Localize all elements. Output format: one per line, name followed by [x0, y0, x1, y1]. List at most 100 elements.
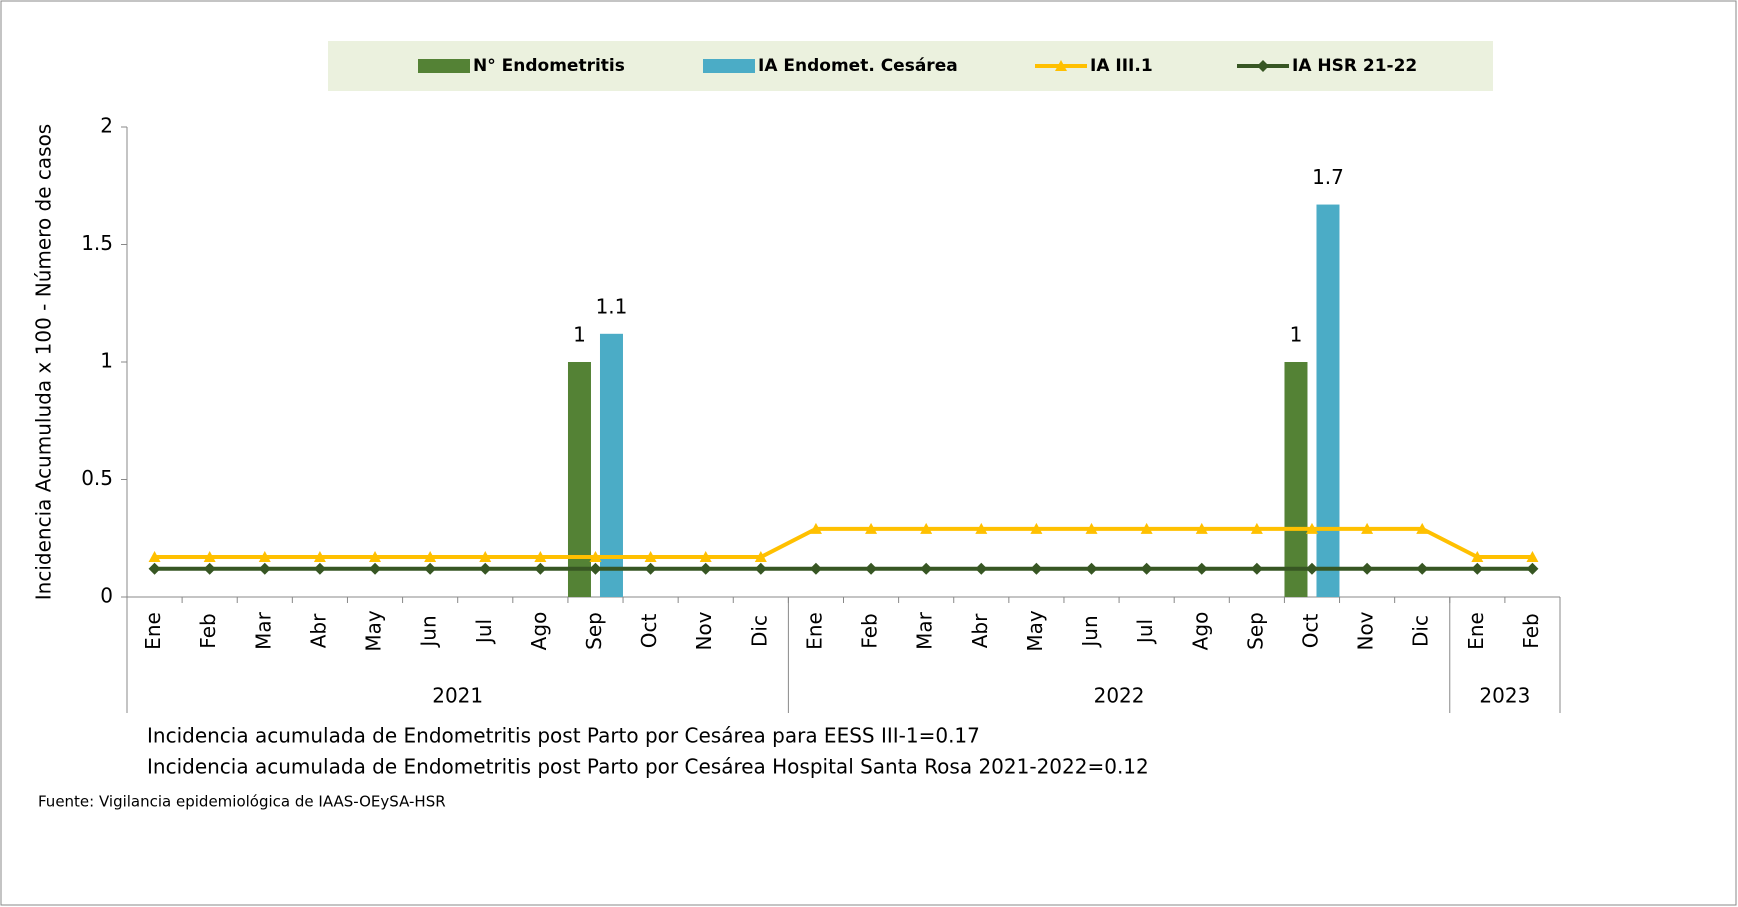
marker — [920, 522, 933, 534]
marker — [975, 522, 988, 534]
marker — [975, 562, 988, 575]
marker — [534, 551, 547, 563]
marker — [258, 562, 271, 575]
marker — [1085, 522, 1098, 534]
x-tick-label: Dic — [1409, 615, 1433, 647]
marker — [479, 562, 492, 575]
marker — [589, 551, 602, 563]
marker — [644, 562, 657, 575]
x-tick-label: Feb — [1519, 613, 1543, 648]
marker — [1416, 522, 1429, 534]
legend-box — [328, 41, 1493, 91]
x-tick-label: Oct — [637, 614, 661, 649]
marker — [1305, 562, 1318, 575]
x-tick-label: Feb — [196, 613, 220, 648]
x-tick-label: Nov — [1354, 611, 1378, 650]
marker — [1140, 522, 1153, 534]
marker — [589, 562, 602, 575]
legend-swatch — [418, 59, 470, 73]
marker — [534, 562, 547, 575]
marker — [313, 551, 326, 563]
x-tick-label: Ene — [141, 612, 165, 650]
marker — [699, 562, 712, 575]
x-tick-label: Nov — [692, 611, 716, 650]
marker — [1526, 551, 1539, 563]
marker — [424, 551, 437, 563]
line — [154, 526, 1533, 560]
legend-label: IA Endomet. Cesárea — [758, 56, 958, 76]
marker — [1471, 551, 1484, 563]
bar — [1316, 204, 1340, 598]
bar — [1284, 362, 1308, 597]
marker — [479, 551, 492, 563]
y-tick-label: 1.5 — [81, 231, 113, 255]
x-tick-label: Mar — [913, 611, 937, 650]
x-tick-label: Sep — [582, 612, 606, 650]
group-label: 2022 — [1094, 684, 1145, 708]
x-tick-label: Abr — [968, 613, 992, 648]
marker — [1195, 562, 1208, 575]
legend-label: IA HSR 21-22 — [1292, 56, 1417, 76]
x-tick-label: Ene — [802, 612, 826, 650]
y-tick-label: 2 — [100, 114, 113, 138]
legend-swatch — [703, 59, 755, 73]
marker — [1526, 562, 1539, 575]
marker — [148, 551, 161, 563]
x-tick-label: Feb — [858, 613, 882, 648]
marker — [148, 562, 161, 575]
marker — [1361, 522, 1374, 534]
x-tick-label: Abr — [306, 613, 330, 648]
y-axis-label: Incidencia Acumuluda x 100 - Número de c… — [32, 124, 56, 600]
marker — [754, 551, 767, 563]
legend-marker — [1257, 60, 1269, 72]
marker — [1250, 562, 1263, 575]
source: Fuente: Vigilancia epidemiológica de IAA… — [38, 793, 446, 811]
marker — [203, 562, 216, 575]
x-tick-label: Mar — [251, 611, 275, 650]
marker — [1030, 522, 1043, 534]
marker — [424, 562, 437, 575]
marker — [920, 562, 933, 575]
x-tick-label: Sep — [1243, 612, 1267, 650]
bar — [599, 333, 623, 597]
bar — [567, 362, 591, 597]
marker — [1416, 562, 1429, 575]
marker — [1195, 522, 1208, 534]
marker — [644, 551, 657, 563]
marker — [1085, 562, 1098, 575]
legend-label: IA III.1 — [1090, 56, 1153, 76]
marker — [1140, 562, 1153, 575]
marker — [203, 551, 216, 563]
x-tick-label: Jul — [1133, 619, 1157, 645]
marker — [313, 562, 326, 575]
group-label: 2023 — [1479, 684, 1530, 708]
marker — [1030, 562, 1043, 575]
x-tick-label: Ago — [527, 612, 551, 651]
data-label: 1 — [1290, 323, 1303, 347]
marker — [699, 551, 712, 563]
marker — [1250, 522, 1263, 534]
legend-label: N° Endometritis — [473, 56, 625, 76]
marker — [809, 562, 822, 575]
marker — [865, 522, 878, 534]
x-tick-label: Ene — [1464, 612, 1488, 650]
marker — [754, 562, 767, 575]
y-tick-label: 0.5 — [81, 466, 113, 490]
marker — [258, 551, 271, 563]
marker — [1305, 522, 1318, 534]
marker — [369, 551, 382, 563]
legend-marker — [1055, 60, 1067, 71]
marker — [1361, 562, 1374, 575]
x-tick-label: May — [1023, 610, 1047, 652]
marker — [1471, 562, 1484, 575]
data-label: 1 — [573, 323, 586, 347]
marker — [865, 562, 878, 575]
data-label: 1.1 — [596, 294, 628, 318]
data-label: 1.7 — [1312, 165, 1344, 189]
x-tick-label: Jun — [1078, 615, 1102, 648]
group-label: 2021 — [432, 684, 483, 708]
x-tick-label: Oct — [1298, 614, 1322, 649]
note: Incidencia acumulada de Endometritis pos… — [147, 755, 1149, 779]
